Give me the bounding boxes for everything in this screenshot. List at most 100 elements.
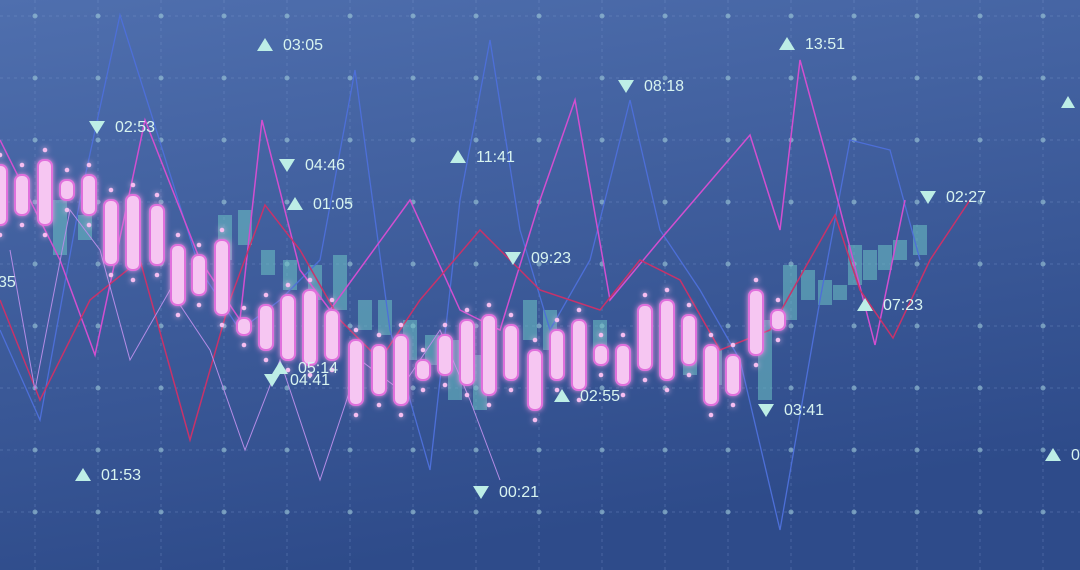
candle-dot — [775, 297, 781, 303]
grid-dot — [410, 385, 416, 391]
grid-dot — [347, 509, 353, 515]
grid-dot — [536, 509, 542, 515]
grid-dot — [599, 199, 605, 205]
candle-dot — [486, 402, 492, 408]
grid-dot — [536, 137, 542, 143]
candle-dot — [219, 322, 225, 328]
candle-dot — [508, 387, 514, 393]
candle-dot — [108, 272, 114, 278]
grid-dot — [851, 323, 857, 329]
marker-label: 08:18 — [644, 78, 684, 95]
candle-dot — [285, 367, 291, 373]
grid-dot — [95, 323, 101, 329]
grid-dot — [284, 447, 290, 453]
candle-dot — [664, 387, 670, 393]
grid-dot — [977, 385, 983, 391]
candle-dot — [154, 272, 160, 278]
grid-dot — [536, 261, 542, 267]
candle-dot — [420, 347, 426, 353]
candle — [371, 344, 387, 396]
violet-line — [9, 208, 501, 482]
grid-dot — [347, 199, 353, 205]
candle — [593, 344, 609, 366]
grid-dot — [95, 385, 101, 391]
candle-dot — [554, 387, 560, 393]
candle — [549, 329, 565, 381]
grid-dot — [536, 75, 542, 81]
grid-dot — [284, 75, 290, 81]
candle — [393, 334, 409, 406]
grid-dot — [851, 13, 857, 19]
candle-dot — [576, 307, 582, 313]
grid-dot — [95, 261, 101, 267]
grid-dot — [851, 509, 857, 515]
candle-dot — [86, 222, 92, 228]
grid-dot — [32, 509, 38, 515]
teal-bar — [358, 300, 372, 330]
grid-dot — [977, 509, 983, 515]
grid-dot — [788, 323, 794, 329]
candle — [59, 179, 75, 201]
candle-dot — [42, 232, 48, 238]
candle-dot — [598, 372, 604, 378]
grid-dot — [977, 75, 983, 81]
grid-dot — [725, 323, 731, 329]
marker-label: 0 — [1071, 447, 1080, 464]
candle — [191, 254, 207, 296]
grid-dot — [788, 509, 794, 515]
candle — [149, 204, 165, 266]
grid-dot — [473, 509, 479, 515]
candle-dot — [175, 232, 181, 238]
grid-dot — [32, 75, 38, 81]
grid-dot — [725, 199, 731, 205]
candle-dot — [86, 162, 92, 168]
grid-dot — [158, 447, 164, 453]
grid-dot — [347, 13, 353, 19]
grid-dot — [662, 261, 668, 267]
teal-bar — [878, 245, 892, 270]
candle — [659, 299, 675, 381]
marker-label: 03:05 — [283, 37, 323, 54]
grid-dot — [1040, 447, 1046, 453]
teal-bar — [333, 255, 347, 310]
grid-dot — [536, 447, 542, 453]
grid-dot — [473, 199, 479, 205]
grid-dot — [221, 447, 227, 453]
grid-dot — [725, 261, 731, 267]
candle-dot — [730, 342, 736, 348]
marker-triangle — [554, 389, 570, 402]
candle — [571, 319, 587, 391]
grid-dot — [1040, 509, 1046, 515]
candle-dot — [307, 372, 313, 378]
markers: 03:05 02:53 04:46 01:05 11:41 08:18 13:51 02:27… — [0, 36, 1080, 501]
marker-label: 09:23 — [531, 250, 571, 267]
marker-triangle — [473, 486, 489, 499]
candle — [103, 199, 119, 266]
grid-dot — [1040, 261, 1046, 267]
candle-dot — [442, 382, 448, 388]
teal-bar — [893, 240, 907, 260]
grid-dot — [95, 75, 101, 81]
teal-bar — [833, 285, 847, 300]
grid-dot — [914, 323, 920, 329]
grid-dot — [725, 137, 731, 143]
candle-dot — [398, 412, 404, 418]
teal-bar — [783, 265, 797, 320]
candle — [637, 304, 653, 371]
grid-dot — [662, 509, 668, 515]
candle — [236, 317, 252, 336]
grid-dot — [725, 75, 731, 81]
candle-dot — [329, 297, 335, 303]
grid-dot — [32, 137, 38, 143]
candle-dot — [154, 192, 160, 198]
grid-dot — [473, 13, 479, 19]
marker-label: 05:14 — [298, 360, 338, 377]
candle-dot — [554, 317, 560, 323]
marker-label: 13:51 — [805, 36, 845, 53]
candle — [437, 334, 453, 376]
grid-dot — [347, 323, 353, 329]
grid-dot — [158, 509, 164, 515]
grid-dot — [158, 385, 164, 391]
candle-dot — [42, 147, 48, 153]
marker-triangle — [272, 361, 288, 374]
